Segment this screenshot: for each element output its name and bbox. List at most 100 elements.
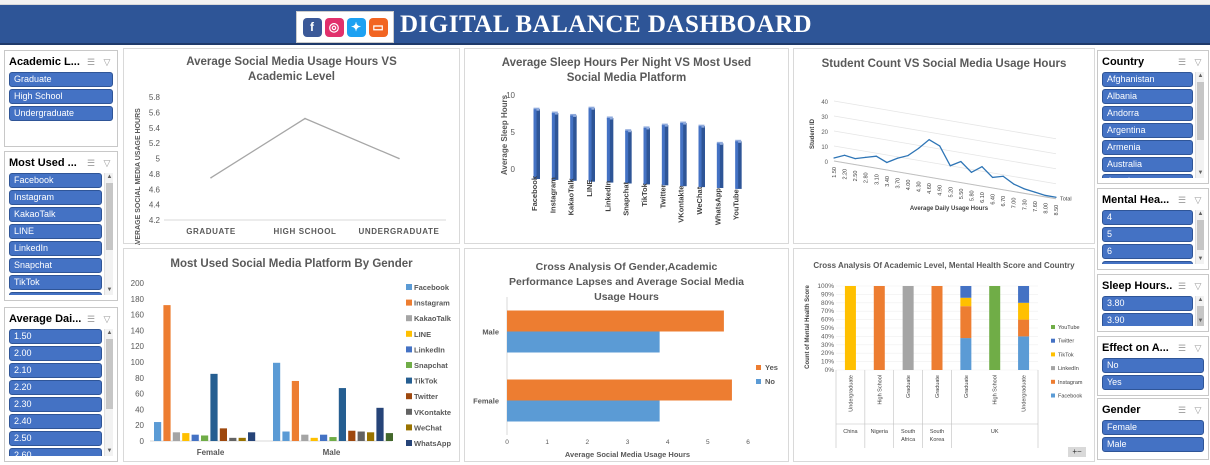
y-axis-label: Student ID [810,118,816,149]
scroll-up-icon[interactable]: ▲ [106,174,113,180]
clear-filter-icon[interactable]: ▽ [1194,404,1202,415]
slicer-item[interactable]: Albania [1102,89,1193,104]
slicer-scrollbar[interactable]: ▲ ▼ [104,329,113,456]
slicer-scrollbar[interactable]: ▲ ▼ [1195,296,1204,326]
scroll-thumb[interactable] [1197,306,1204,326]
slicer-mental-health[interactable]: Mental Hea...☰▽4567▲▼ [1097,188,1209,270]
scroll-up-icon[interactable]: ▲ [1197,297,1204,303]
multi-select-icon[interactable]: ☰ [86,157,96,168]
clear-filter-icon[interactable]: ▽ [103,313,111,324]
slicer-item[interactable]: 3.90 [1102,313,1193,326]
x-tick-label: 4.60 [927,183,933,194]
slicer-item[interactable]: 2.40 [9,414,102,429]
clear-filter-icon[interactable]: ▽ [1194,342,1202,353]
slicer-item[interactable]: Australia [1102,157,1193,172]
slicer-item[interactable]: 2.30 [9,397,102,412]
slicer-item[interactable]: Graduate [9,72,113,87]
slicer-effect-on-academic[interactable]: Effect on A... ☰ ▽ No Yes [1097,336,1209,396]
collapse-field-button[interactable]: +− [1068,447,1086,457]
slicer-item[interactable]: 1.50 [9,329,102,344]
multi-select-icon[interactable]: ☰ [1177,342,1187,353]
x-tick-label: 6.70 [1001,196,1007,207]
scroll-down-icon[interactable]: ▼ [106,287,113,293]
slicer-item[interactable]: 3.80 [1102,296,1193,311]
scroll-up-icon[interactable]: ▲ [1197,211,1204,217]
slicer-item[interactable]: TikTok [9,275,102,290]
slicer-item[interactable]: 6 [1102,244,1193,259]
bar [735,141,739,189]
x-tick-label: Undergraduate [1022,375,1028,412]
scroll-down-icon[interactable]: ▼ [1197,170,1204,176]
chart-platform-by-gender[interactable]: Most Used Social Media Platform By Gende… [123,248,460,462]
chart-gender-lapses-usage[interactable]: Cross Analysis Of Gender,Academic Perfor… [464,248,789,462]
y-tick-label: 70% [821,308,834,315]
slicer-item[interactable]: Facebook [9,173,102,188]
chart-usage-vs-academic[interactable]: Average Social Media Usage Hours VS Acad… [123,48,460,245]
slicer-item[interactable]: 2.60 [9,448,102,456]
legend-label: KakaoTalk [414,314,452,323]
clear-filter-icon[interactable]: ▽ [103,157,111,168]
slicer-item[interactable]: 2.20 [9,380,102,395]
scroll-down-icon[interactable]: ▼ [106,448,113,454]
scroll-down-icon[interactable]: ▼ [1197,256,1204,262]
slicer-item[interactable]: LINE [9,224,102,239]
multi-select-icon[interactable]: ☰ [1177,404,1187,415]
slicer-item[interactable]: Male [1102,437,1204,452]
slicer-academic-level[interactable]: Academic L... ☰ ▽ Graduate High School Underg… [4,50,118,147]
slicer-item[interactable]: No [1102,358,1204,373]
slicer-item[interactable]: 2.00 [9,346,102,361]
slicer-item[interactable]: Armenia [1102,140,1193,155]
multi-select-icon[interactable]: ☰ [86,56,96,67]
slicer-scrollbar[interactable]: ▲ ▼ [1195,72,1204,178]
chart-sleep-vs-platform[interactable]: Average Sleep Hours Per Night VS Most Us… [464,48,789,244]
chart-academic-mental-country[interactable]: Cross Analysis Of Academic Level, Mental… [793,248,1095,462]
bar-side [590,108,595,182]
slicer-sleep-hours[interactable]: Sleep Hours... ☰ ▽ 3.80 3.90 ▲ ▼ [1097,274,1209,332]
bar [172,432,180,441]
slicer-item[interactable]: 2.10 [9,363,102,378]
slicer-item[interactable]: Andorra [1102,106,1193,121]
slicer-item[interactable]: LinkedIn [9,241,102,256]
scroll-thumb[interactable] [1197,220,1204,250]
slicer-item[interactable]: Argentina [1102,123,1193,138]
slicer-item[interactable]: 7 [1102,261,1193,264]
chart-student-count-vs-usage[interactable]: Student Count VS Social Media Usage Hour… [793,48,1095,244]
slicer-item[interactable]: KakaoTalk [9,207,102,222]
slicer-item[interactable]: Afghanistan [1102,72,1193,87]
clear-filter-icon[interactable]: ▽ [1194,194,1202,205]
scroll-down-icon[interactable]: ▼ [1197,318,1204,324]
slicer-gender[interactable]: Gender ☰ ▽ Female Male [1097,398,1209,460]
clear-filter-icon[interactable]: ▽ [1194,280,1202,291]
slicer-item[interactable]: Yes [1102,375,1204,390]
scroll-thumb[interactable] [106,183,113,251]
slicer-scrollbar[interactable]: ▲ ▼ [1195,210,1204,264]
clear-filter-icon[interactable]: ▽ [1194,56,1202,67]
slicer-item[interactable]: Instagram [9,190,102,205]
slicer-item[interactable]: 5 [1102,227,1193,242]
slicer-item[interactable]: 2.50 [9,431,102,446]
slicer-item[interactable]: Snapchat [9,258,102,273]
multi-select-icon[interactable]: ☰ [86,313,96,324]
scroll-up-icon[interactable]: ▲ [106,330,113,336]
slicer-item[interactable]: Twitter [9,292,102,295]
scroll-thumb[interactable] [1197,82,1204,141]
multi-select-icon[interactable]: ☰ [1177,280,1187,291]
x-tick-label: 5.80 [969,190,975,201]
slicer-item[interactable]: 4 [1102,210,1193,225]
scroll-up-icon[interactable]: ▲ [1197,73,1204,79]
multi-select-icon[interactable]: ☰ [1177,194,1187,205]
slicer-header: Mental Hea... ☰ ▽ [1102,192,1204,208]
slicer-country[interactable]: Country ☰ ▽ Afghanistan Albania Andorra Argent… [1097,50,1209,184]
y-tick-label: 200 [131,279,145,288]
scroll-thumb[interactable] [106,339,113,409]
x-tick-label: WeChat [695,186,704,214]
slicer-item[interactable]: High School [9,89,113,104]
slicer-item[interactable]: Female [1102,420,1204,435]
multi-select-icon[interactable]: ☰ [1177,56,1187,67]
slicer-item[interactable]: Austria [1102,174,1193,178]
slicer-item[interactable]: Undergraduate [9,106,113,121]
slicer-average-daily-usage[interactable]: Average Dai... ☰ ▽ 1.50 2.00 2.10 2.20 2.30 2.40… [4,307,118,462]
slicer-most-used-platform[interactable]: Most Used ... ☰ ▽ Facebook Instagram KakaoTal… [4,151,118,301]
slicer-scrollbar[interactable]: ▲ ▼ [104,173,113,295]
clear-filter-icon[interactable]: ▽ [103,56,111,67]
